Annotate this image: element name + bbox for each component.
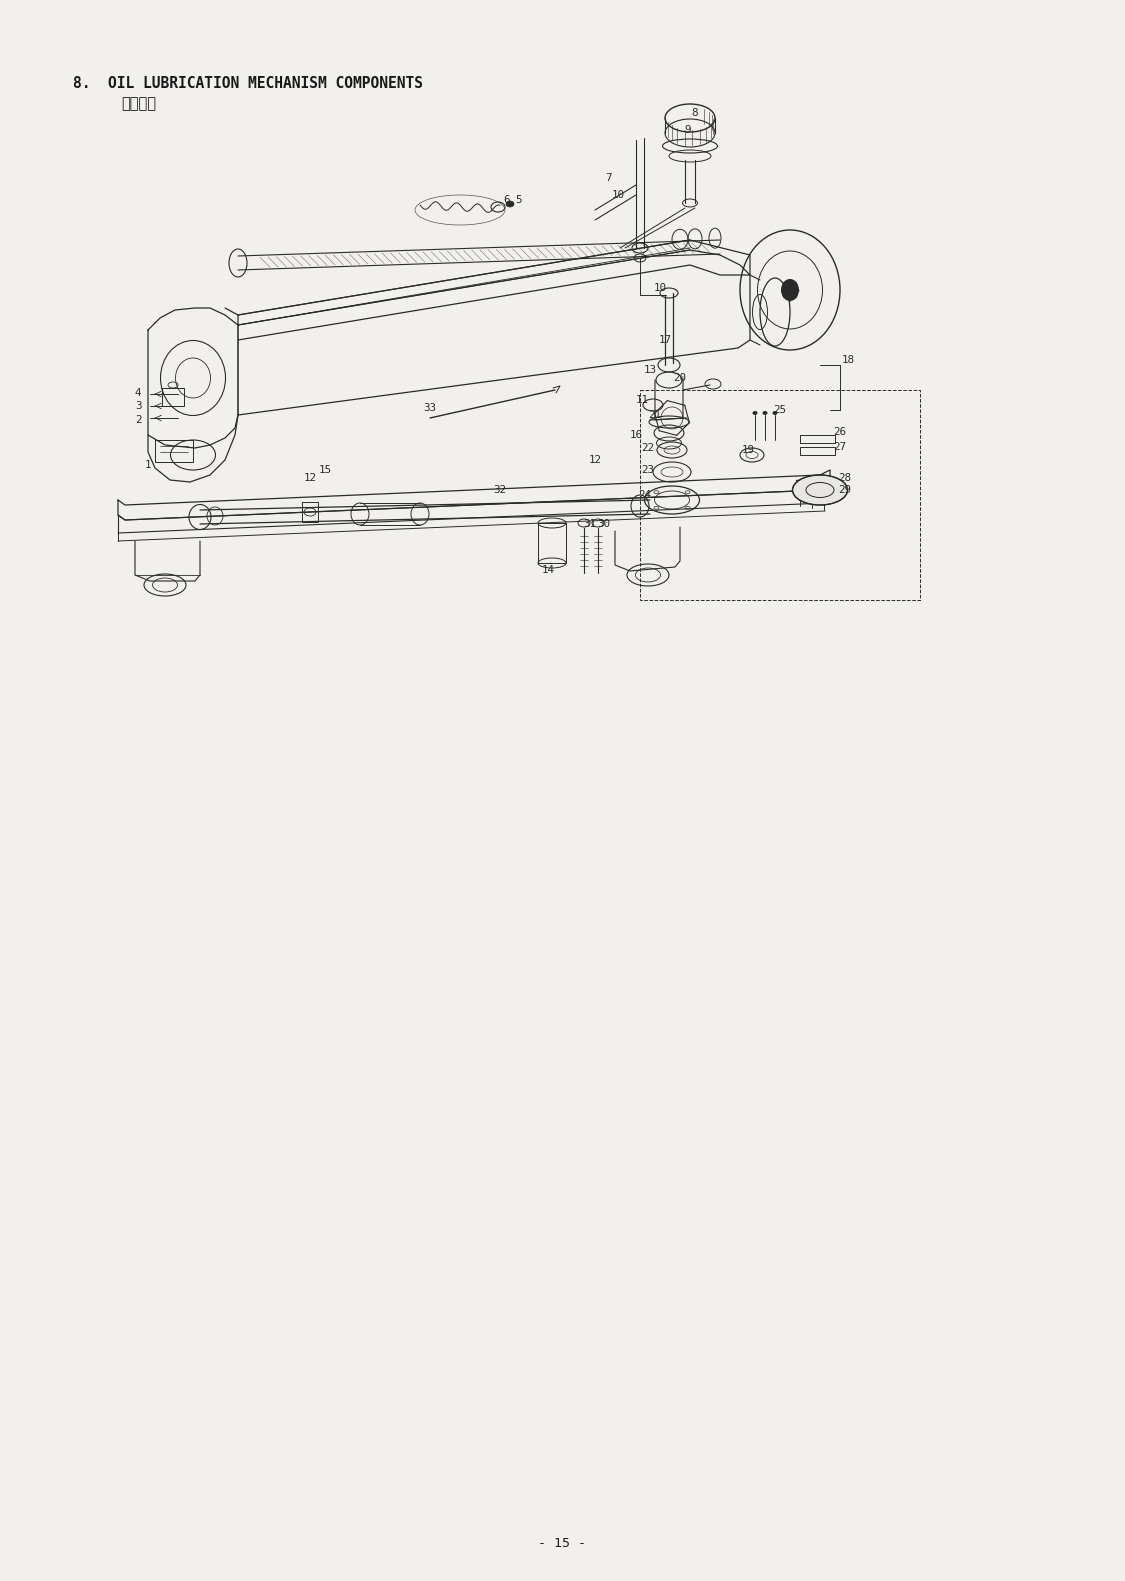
- Text: 23: 23: [641, 465, 655, 474]
- Text: 12: 12: [588, 455, 602, 465]
- Text: 2: 2: [135, 414, 142, 425]
- Text: 26: 26: [834, 427, 846, 436]
- Text: 33: 33: [423, 403, 436, 413]
- Text: 9: 9: [685, 125, 691, 134]
- Text: 給油関係: 給油関係: [122, 96, 156, 111]
- Text: 7: 7: [605, 172, 611, 183]
- Text: 6: 6: [503, 194, 510, 206]
- Text: 28: 28: [838, 473, 852, 484]
- Bar: [800, 447, 835, 455]
- Ellipse shape: [781, 278, 799, 300]
- Text: 19: 19: [741, 444, 755, 455]
- Text: 21: 21: [648, 409, 662, 421]
- Ellipse shape: [792, 474, 847, 504]
- Text: 11: 11: [636, 395, 648, 405]
- Text: 16: 16: [630, 430, 642, 440]
- Text: 3: 3: [135, 402, 142, 411]
- Text: 13: 13: [644, 365, 657, 375]
- Bar: [538, 523, 566, 563]
- Text: 10: 10: [612, 190, 624, 201]
- Bar: [800, 435, 835, 443]
- Text: 30: 30: [597, 519, 611, 530]
- Text: 10: 10: [654, 283, 666, 292]
- Text: 5: 5: [515, 194, 521, 206]
- Text: 20: 20: [674, 373, 686, 383]
- Text: 25: 25: [774, 405, 786, 414]
- Ellipse shape: [506, 201, 514, 207]
- Ellipse shape: [753, 411, 757, 414]
- Text: 18: 18: [842, 356, 855, 365]
- Text: 1: 1: [145, 460, 151, 470]
- Text: - 15 -: - 15 -: [539, 1537, 586, 1549]
- Text: 4: 4: [135, 387, 142, 398]
- Text: 14: 14: [541, 564, 555, 575]
- Text: 31: 31: [584, 519, 596, 530]
- Text: 8.  OIL LUBRICATION MECHANISM COMPONENTS: 8. OIL LUBRICATION MECHANISM COMPONENTS: [73, 76, 423, 90]
- Ellipse shape: [773, 411, 777, 414]
- Text: 15: 15: [318, 465, 332, 474]
- Bar: [640, 391, 920, 601]
- Text: 27: 27: [834, 443, 846, 452]
- Text: 29: 29: [838, 485, 852, 495]
- Text: 12: 12: [304, 473, 316, 484]
- Ellipse shape: [763, 411, 767, 414]
- Text: 22: 22: [641, 443, 655, 454]
- Text: 32: 32: [494, 485, 506, 495]
- Text: 8: 8: [692, 108, 699, 119]
- Text: 17: 17: [658, 335, 672, 345]
- Bar: [162, 387, 185, 406]
- Text: 24: 24: [639, 490, 651, 500]
